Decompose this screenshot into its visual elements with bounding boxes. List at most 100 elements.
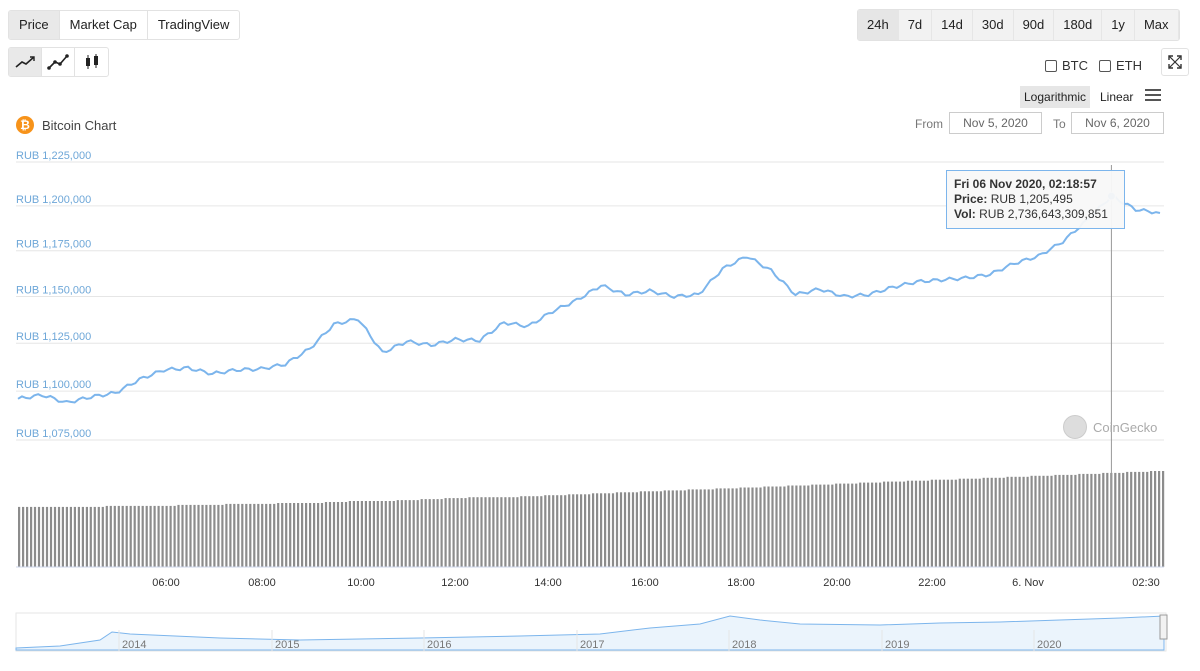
volume-bar: [596, 493, 599, 567]
x-tick-label: 18:00: [727, 577, 755, 589]
price-line: [17, 194, 1161, 404]
volume-bar: [1134, 471, 1137, 567]
candlestick-icon: [85, 54, 98, 69]
volume-bar: [265, 503, 268, 567]
range-7d[interactable]: 7d: [898, 10, 933, 40]
tab-tradingview[interactable]: TradingView: [157, 17, 230, 32]
volume-bar: [831, 484, 834, 568]
to-date-input[interactable]: [1071, 112, 1164, 134]
volume-bar: [544, 495, 547, 567]
candlestick-button[interactable]: [75, 48, 108, 76]
line-chart-icon: [15, 56, 35, 68]
range-24h[interactable]: 24h: [858, 10, 899, 40]
volume-bar: [584, 494, 587, 568]
volume-bar: [1142, 471, 1145, 567]
range-90d[interactable]: 90d: [1013, 10, 1055, 40]
volume-bar: [827, 484, 830, 568]
volume-bar: [667, 490, 670, 567]
volume-bar: [372, 501, 375, 567]
volume-bar: [440, 499, 443, 567]
x-tick-label: 20:00: [823, 577, 851, 589]
volume-bar: [823, 484, 826, 568]
navigator-tick-label: 2016: [427, 639, 451, 651]
volume-bar: [819, 484, 822, 568]
tab-price[interactable]: Price: [9, 11, 60, 39]
ohlc-line-icon: [47, 54, 69, 70]
coingecko-watermark: CoinGecko: [1063, 415, 1157, 439]
btc-checkbox[interactable]: [1045, 59, 1057, 72]
chart-style-tabs: [8, 47, 109, 77]
volume-bar: [946, 479, 949, 567]
range-30d[interactable]: 30d: [972, 10, 1014, 40]
volume-bar: [428, 499, 431, 567]
range-max[interactable]: Max: [1134, 10, 1179, 40]
volume-bar: [930, 479, 933, 567]
scale-logarithmic-button[interactable]: Logarithmic: [1020, 86, 1091, 108]
from-date-input[interactable]: [949, 112, 1042, 134]
volume-bar: [1006, 476, 1009, 567]
volume-bar: [727, 488, 730, 567]
volume-bar: [759, 487, 762, 567]
menu-icon[interactable]: [1145, 89, 1161, 103]
compare-btc[interactable]: BTC: [1045, 58, 1088, 73]
range-1y[interactable]: 1y: [1102, 10, 1135, 40]
volume-bar: [982, 477, 985, 567]
volume-bar: [1046, 475, 1049, 567]
volume-bar: [580, 494, 583, 568]
volume-bar: [420, 499, 423, 567]
eth-checkbox[interactable]: [1099, 59, 1111, 72]
from-label: From: [915, 117, 943, 131]
volume-bar: [894, 481, 898, 567]
volume-bar: [1126, 471, 1129, 567]
expand-icon: [1168, 55, 1182, 69]
volume-bar: [871, 482, 874, 567]
volume-bar: [241, 503, 244, 567]
volume-bar: [974, 478, 977, 567]
tooltip: Fri 06 Nov 2020, 02:18:57 Price: RUB 1,2…: [946, 170, 1125, 229]
volume-bar: [615, 492, 619, 567]
x-tick-label: 6. Nov: [1012, 577, 1044, 589]
to-label: To: [1053, 117, 1066, 131]
volume-bar: [811, 484, 814, 568]
volume-bar: [926, 480, 929, 567]
volume-bar: [787, 485, 790, 567]
volume-bar: [169, 505, 172, 567]
x-tick-label: 06:00: [152, 577, 180, 589]
volume-bar: [1014, 476, 1017, 567]
coingecko-logo-icon: [1063, 415, 1087, 439]
volume-bar: [57, 506, 61, 567]
range-14d[interactable]: 14d: [932, 10, 973, 40]
volume-bar: [568, 494, 571, 568]
volume-bar: [998, 477, 1001, 567]
navigator-tick-label: 2019: [885, 639, 909, 651]
line-chart-button[interactable]: [9, 48, 42, 76]
volume-bar: [360, 501, 363, 567]
volume-bar: [890, 481, 894, 567]
eth-label: ETH: [1116, 58, 1142, 73]
volume-bar: [85, 506, 88, 567]
volume-bar: [918, 480, 922, 567]
volume-bar: [683, 490, 686, 567]
ohlc-line-button[interactable]: [42, 48, 75, 76]
volume-bar: [97, 506, 100, 567]
volume-bar: [663, 490, 666, 567]
volume-bar: [18, 506, 21, 567]
volume-bar: [883, 481, 886, 567]
compare-eth[interactable]: ETH: [1099, 58, 1142, 73]
fullscreen-button[interactable]: [1161, 48, 1189, 76]
navigator-handle[interactable]: [1159, 614, 1168, 640]
volume-bar: [464, 498, 467, 567]
volume-bar: [340, 502, 344, 567]
volume-bar: [679, 490, 682, 567]
volume-bar: [938, 479, 941, 567]
volume-bar: [245, 503, 248, 567]
scale-linear-button[interactable]: Linear: [1100, 90, 1134, 104]
navigator[interactable]: [15, 612, 1167, 652]
tooltip-vol-label: Vol:: [954, 207, 976, 221]
range-180d[interactable]: 180d: [1054, 10, 1103, 40]
volume-bar: [113, 505, 116, 567]
tab-market-cap[interactable]: Market Cap: [60, 11, 148, 39]
volume-bar: [89, 506, 92, 567]
volume-bar: [1038, 475, 1041, 567]
